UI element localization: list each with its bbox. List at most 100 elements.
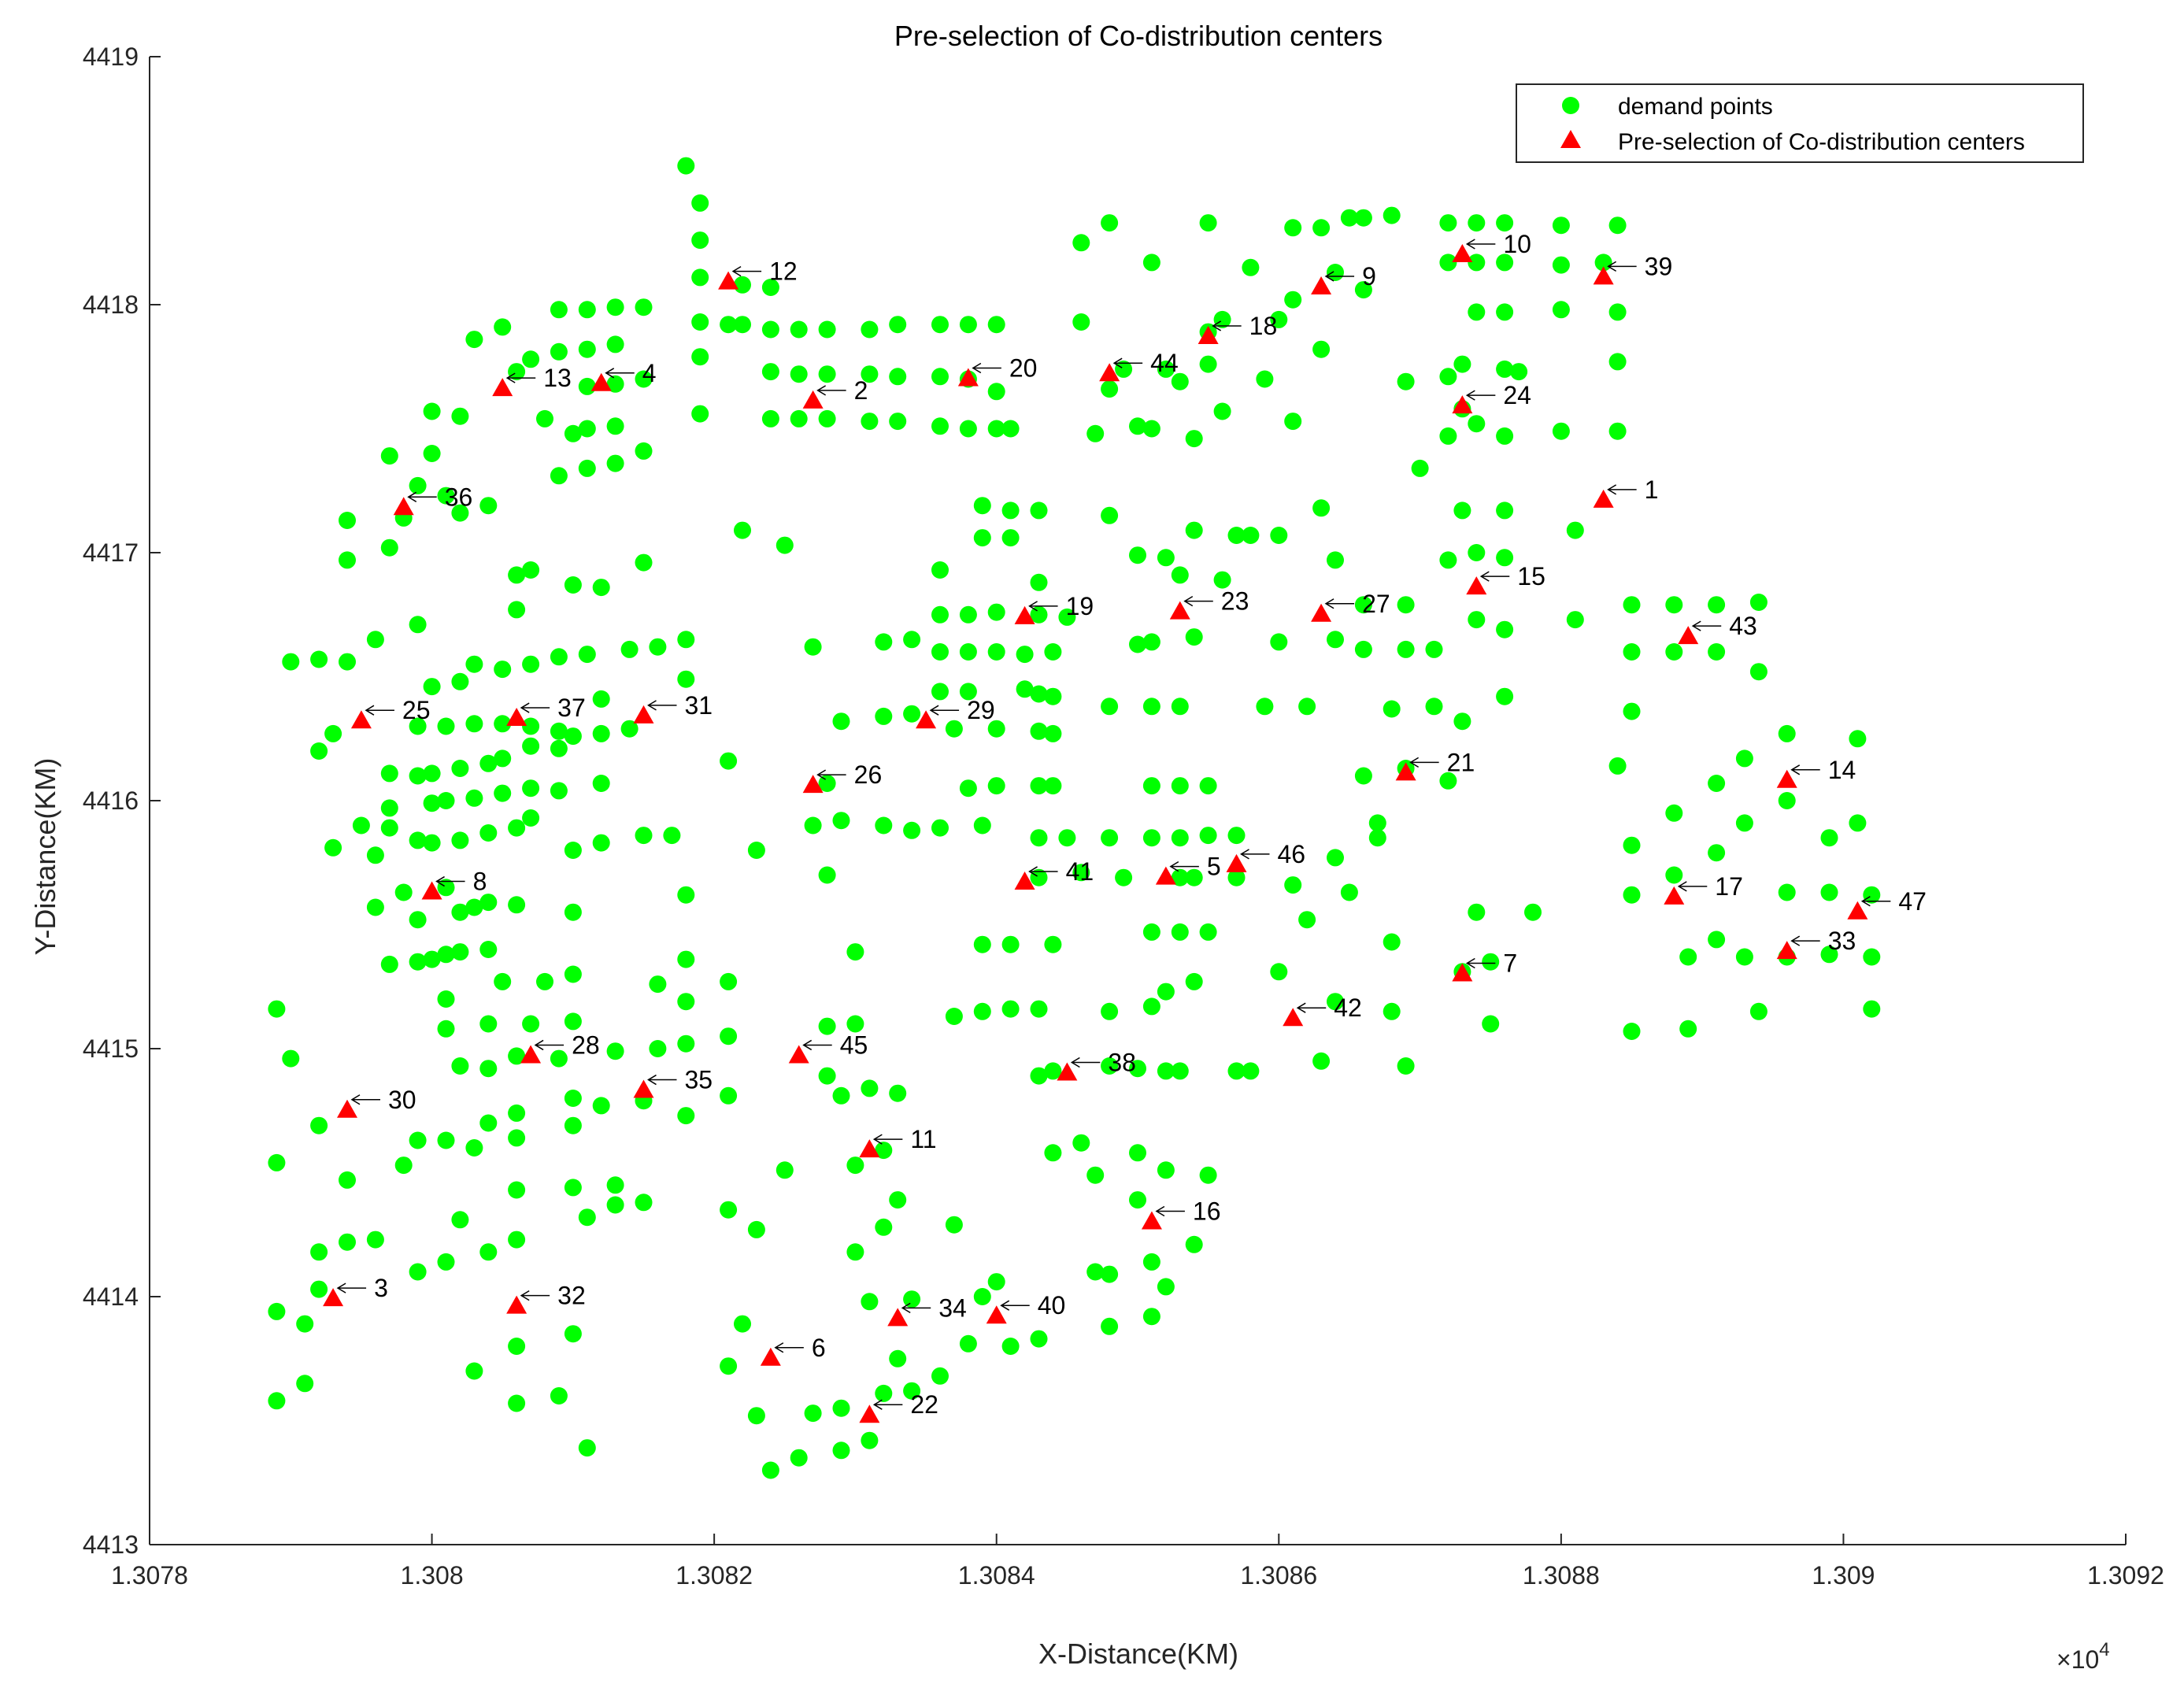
- demand-point: [578, 340, 596, 358]
- demand-point: [479, 497, 498, 515]
- legend-demand-label: demand points: [1618, 94, 1773, 120]
- demand-point: [987, 420, 1005, 438]
- demand-point: [875, 707, 893, 725]
- center-label-26: 26: [854, 761, 883, 789]
- demand-point: [635, 442, 653, 460]
- demand-point: [1608, 757, 1627, 775]
- center-marker-15: [1466, 576, 1487, 595]
- center-marker-11: [859, 1139, 880, 1158]
- center-arrowhead-40: [1000, 1300, 1010, 1311]
- demand-point: [1171, 698, 1189, 716]
- demand-point: [677, 631, 695, 649]
- demand-point: [592, 834, 610, 852]
- demand-point: [959, 1334, 977, 1353]
- demand-point: [1072, 864, 1090, 882]
- demand-point: [987, 383, 1005, 401]
- demand-point: [451, 1211, 469, 1229]
- demand-point: [310, 1243, 328, 1261]
- y-tick-label: 4413: [83, 1530, 139, 1559]
- demand-point: [1086, 424, 1105, 442]
- demand-point: [508, 1181, 526, 1199]
- demand-point: [536, 972, 553, 990]
- demand-point: [861, 1431, 879, 1449]
- demand-point: [409, 953, 427, 971]
- demand-point: [465, 898, 483, 916]
- demand-point: [1439, 254, 1457, 272]
- demand-point: [1397, 640, 1415, 658]
- demand-point: [268, 1000, 286, 1018]
- demand-point: [606, 1176, 624, 1194]
- demand-point: [1044, 777, 1062, 795]
- demand-point: [1863, 1000, 1881, 1018]
- demand-point: [1044, 724, 1062, 742]
- demand-point: [691, 231, 709, 250]
- center-arrowhead-36: [407, 491, 417, 502]
- center-arrowhead-46: [1240, 849, 1249, 860]
- demand-point: [1129, 1144, 1146, 1162]
- center-marker-45: [788, 1045, 809, 1064]
- demand-point: [550, 467, 568, 485]
- demand-point: [1749, 1002, 1768, 1020]
- demand-point: [479, 824, 498, 842]
- demand-point: [423, 764, 441, 783]
- center-arrowhead-3: [336, 1282, 346, 1293]
- demand-point: [1284, 219, 1302, 237]
- demand-point: [1199, 777, 1217, 795]
- demand-point: [931, 316, 949, 334]
- demand-point: [1142, 633, 1160, 651]
- demand-point: [620, 640, 639, 658]
- demand-point: [734, 521, 751, 539]
- center-label-33: 33: [1828, 927, 1856, 955]
- center-arrowhead-6: [774, 1342, 784, 1353]
- demand-point: [720, 1201, 738, 1219]
- demand-point: [846, 1157, 864, 1175]
- demand-point: [1227, 827, 1246, 845]
- demand-point: [1496, 427, 1514, 445]
- demand-point: [1030, 829, 1048, 847]
- demand-point: [1298, 698, 1316, 716]
- demand-point: [606, 335, 624, 353]
- demand-point: [663, 827, 681, 845]
- demand-point: [409, 767, 427, 785]
- center-marker-8: [421, 881, 442, 900]
- demand-point: [479, 1060, 498, 1078]
- legend-center-marker: [1560, 130, 1581, 148]
- demand-point: [734, 316, 751, 334]
- demand-point: [846, 1243, 864, 1261]
- center-arrowhead-1: [1607, 484, 1617, 495]
- demand-point: [339, 1233, 356, 1251]
- demand-point: [1496, 360, 1514, 378]
- demand-point: [465, 715, 483, 733]
- demand-point: [861, 365, 879, 383]
- demand-point: [380, 447, 398, 465]
- center-marker-22: [859, 1404, 880, 1423]
- demand-point: [1142, 1253, 1160, 1271]
- demand-point: [1623, 643, 1641, 661]
- center-arrowhead-43: [1691, 620, 1701, 631]
- demand-point: [1142, 420, 1160, 438]
- center-marker-32: [506, 1295, 527, 1314]
- demand-point: [959, 316, 977, 334]
- demand-point: [691, 313, 709, 331]
- demand-point: [1665, 804, 1683, 822]
- demand-point: [1157, 1062, 1175, 1080]
- demand-point: [394, 1157, 413, 1175]
- demand-point: [1001, 529, 1020, 547]
- demand-point: [776, 536, 794, 554]
- center-label-42: 42: [1334, 994, 1362, 1022]
- center-label-30: 30: [388, 1086, 416, 1114]
- center-label-5: 5: [1207, 853, 1221, 881]
- demand-point: [1101, 1317, 1119, 1335]
- center-label-43: 43: [1729, 612, 1757, 640]
- demand-point: [889, 413, 907, 431]
- demand-point: [1030, 1067, 1048, 1085]
- demand-point: [649, 975, 667, 994]
- legend-box: [1516, 83, 2084, 163]
- demand-point: [804, 1404, 822, 1423]
- demand-point: [1708, 931, 1726, 949]
- center-arrowhead-2: [816, 385, 827, 396]
- demand-point: [1157, 360, 1175, 378]
- demand-point: [437, 879, 455, 897]
- center-marker-1: [1593, 489, 1614, 508]
- demand-point: [1157, 1161, 1175, 1179]
